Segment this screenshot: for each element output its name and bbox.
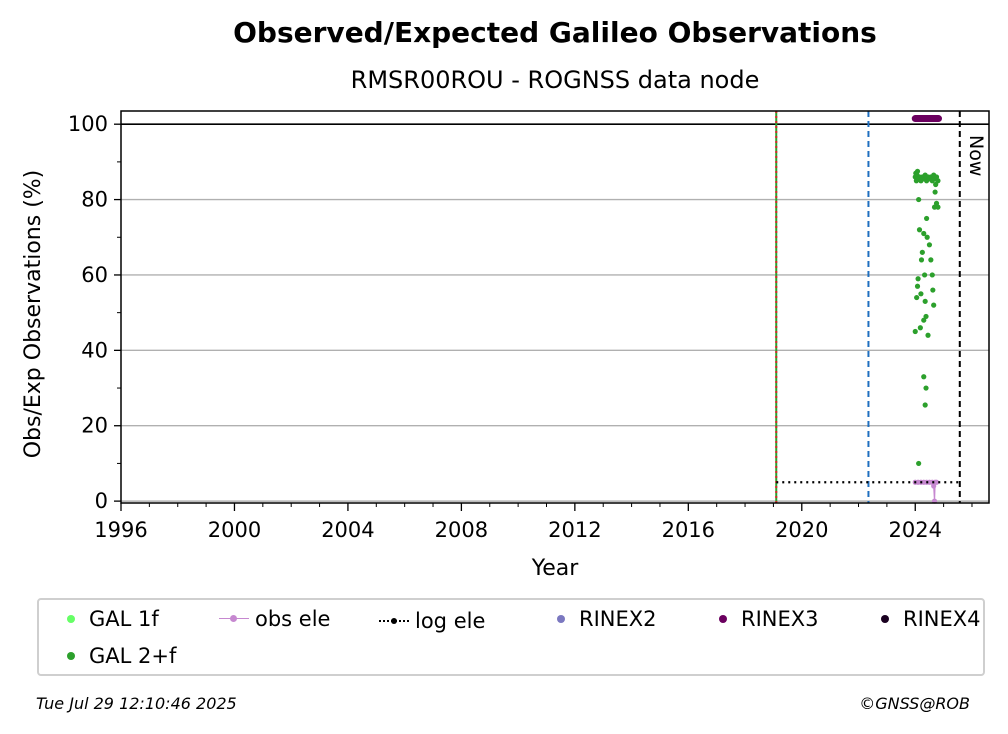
gal-2-f-point	[921, 374, 927, 380]
legend-item-rinex2: RINEX2	[543, 606, 657, 631]
gal-2-f-point	[929, 272, 935, 278]
gal-2-f-point	[921, 230, 927, 237]
dot-icon	[67, 615, 75, 623]
gal-2-f-point	[932, 189, 938, 195]
data-marks	[776, 115, 960, 504]
x-tick-label: 2012	[548, 518, 601, 542]
dot-icon	[881, 615, 889, 623]
chart-svg: Observed/Expected Galileo Observations R…	[21, 16, 990, 581]
legend-item-gal1f: GAL 1f	[53, 606, 159, 631]
gal-2-f-point	[921, 317, 927, 323]
y-tick-label: 0	[95, 489, 108, 513]
x-tick-label: 2008	[435, 518, 488, 542]
gal-2-f-point	[922, 272, 928, 278]
gal-2-f-point	[916, 227, 923, 233]
gal-2-f-point	[933, 181, 939, 188]
obs-ele-point	[933, 479, 940, 485]
y-axis: 0 20 40 60 80 100	[68, 112, 121, 513]
footer-timestamp: Tue Jul 29 12:10:46 2025	[36, 694, 237, 713]
gal-2-f-point	[912, 328, 918, 335]
dot-icon	[557, 615, 565, 623]
gal-2-f-point	[918, 257, 925, 263]
gal-2-f-point	[915, 276, 921, 282]
gal-2-f-point	[914, 168, 921, 174]
x-tick-label: 2024	[889, 518, 942, 542]
grid-lines	[121, 123, 989, 502]
x-tick-label: 2016	[662, 518, 715, 542]
chart-subtitle: RMSR00ROU - ROGNSS data node	[351, 66, 760, 94]
chart-title: Observed/Expected Galileo Observations	[233, 16, 877, 49]
gal-2-f-point	[923, 385, 929, 391]
x-tick-label: 1996	[94, 518, 147, 542]
y-tick-label: 60	[81, 263, 108, 287]
gal-2-f-point	[926, 242, 933, 248]
now-label: Now	[965, 135, 987, 176]
legend: GAL 1f obs ele log ele RINEX2 RINEX3 RIN…	[37, 598, 985, 676]
gal-2-f-point	[930, 287, 936, 293]
gal-2-f-point	[935, 204, 941, 210]
footer-copyright: ©GNSS@ROB	[859, 694, 970, 713]
gal-2-f-point	[917, 325, 923, 331]
gal-2-f-point	[923, 313, 929, 320]
gal-2-f-point	[916, 460, 922, 467]
gal-2-f-point	[918, 291, 924, 297]
gal-2-f-point	[924, 234, 930, 240]
gal-2-f-point	[916, 196, 922, 203]
legend-item-log-ele: log ele	[379, 608, 485, 633]
y-tick-label: 100	[68, 112, 108, 136]
x-axis: 1996 2000 2004 2008 2012 2016 2020 2024	[94, 503, 973, 542]
gal-2-f-point	[922, 402, 928, 408]
legend-item-rinex3: RINEX3	[705, 606, 819, 631]
gal-2-f-point	[931, 302, 937, 308]
gal-2-f-point	[919, 249, 925, 255]
gal-2-f-point	[928, 257, 934, 263]
gal-2-f-point	[925, 332, 931, 338]
x-tick-label: 2000	[208, 518, 261, 542]
reference-lines	[121, 111, 989, 503]
gal-2-f-point	[914, 294, 920, 301]
y-axis-label: Obs/Exp Observations (%)	[21, 170, 46, 459]
x-tick-label: 2020	[775, 518, 828, 542]
plot-frame	[120, 110, 990, 504]
x-tick-label: 2004	[321, 518, 374, 542]
legend-item-rinex4: RINEX4	[867, 606, 981, 631]
legend-item-gal2f: GAL 2+f	[53, 643, 176, 668]
x-axis-label: Year	[531, 556, 580, 581]
gal-2-f-point	[935, 178, 941, 184]
dot-icon	[719, 615, 727, 623]
legend-item-obs-ele: obs ele	[219, 606, 330, 631]
dot-icon	[67, 652, 75, 660]
y-tick-label: 40	[81, 338, 108, 362]
gal-2-f-point	[923, 215, 930, 222]
gal-2-f-point	[914, 283, 921, 289]
y-tick-label: 20	[81, 414, 108, 438]
y-tick-label: 80	[81, 188, 108, 212]
gal-2-f-point	[922, 298, 928, 304]
